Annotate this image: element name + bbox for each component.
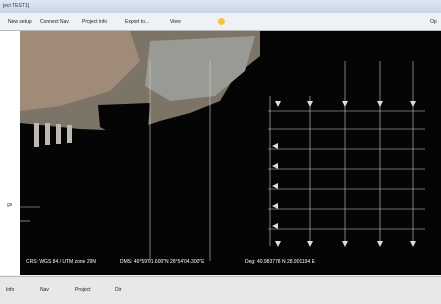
window-title: ject TEST1] <box>3 3 29 9</box>
footer-tab[interactable]: Project <box>75 287 91 293</box>
map-view[interactable]: CRS: WGS 84 / UTM zone 29N DMS: 40°59'01… <box>20 31 441 275</box>
footer-tab[interactable]: Info <box>6 287 14 293</box>
sidebar-label: gs <box>7 202 12 208</box>
grid-arrows <box>272 101 416 247</box>
status-dms: DMS: 40°59'01.600"N 28°54'04.300"E <box>120 259 205 265</box>
status-deg: Deg: 40.983778 N 28.901194 E <box>245 259 316 265</box>
footer-tab[interactable]: Nav <box>40 287 49 293</box>
toolbar: New setup Connect Nav Project info Expor… <box>0 14 441 31</box>
toolbar-button[interactable]: New setup <box>8 19 32 25</box>
dock-basin <box>98 103 150 135</box>
app-window: ject TEST1] New setup Connect Nav Projec… <box>0 0 441 304</box>
satellite-port <box>145 36 255 101</box>
toolbar-button[interactable]: Export to... <box>125 19 149 25</box>
toolbar-button[interactable]: Op <box>430 19 437 25</box>
status-crs: CRS: WGS 84 / UTM zone 29N <box>26 259 96 265</box>
sidebar: gs <box>0 31 20 275</box>
bottom-bar: Info Nav Project Dir <box>0 276 441 304</box>
footer-tab[interactable]: Dir <box>115 287 121 293</box>
toolbar-button[interactable]: View <box>170 19 181 25</box>
toolbar-button[interactable]: Connect Nav <box>40 19 69 25</box>
toolbar-button[interactable]: Project info <box>82 19 107 25</box>
toolbar-icon[interactable] <box>218 18 225 25</box>
title-bar: ject TEST1] <box>0 0 441 13</box>
